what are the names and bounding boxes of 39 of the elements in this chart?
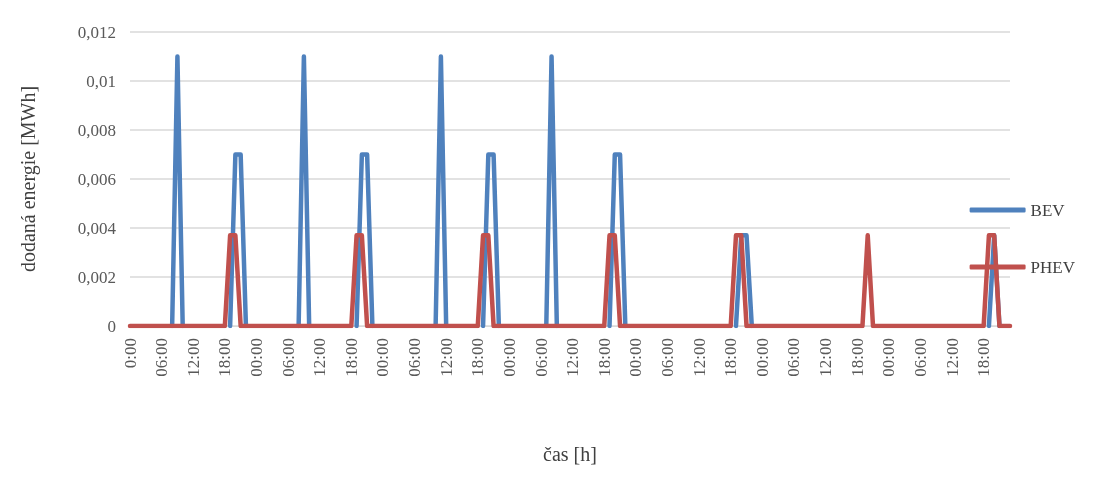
x-tick-label: 18:00 — [847, 338, 867, 377]
x-tick-label: 00:00 — [626, 338, 646, 377]
x-tick-label: 00:00 — [499, 338, 519, 377]
y-tick-label: 0,004 — [77, 218, 117, 238]
x-tick-label: 0:00 — [120, 338, 140, 369]
x-tick-label: 06:00 — [405, 338, 425, 377]
x-tick-label: 18:00 — [215, 338, 235, 377]
x-tick-label: 18:00 — [594, 338, 614, 377]
x-tick-label: 06:00 — [531, 338, 551, 377]
x-tick-label: 18:00 — [721, 338, 741, 377]
x-axis-title: čas [h] — [543, 443, 597, 465]
x-tick-label: 00:00 — [246, 338, 266, 377]
x-tick-label: 18:00 — [974, 338, 994, 377]
x-tick-label: 12:00 — [942, 338, 962, 377]
x-tick-label: 12:00 — [816, 338, 836, 377]
y-axis-title: dodaná energie [MWh] — [17, 85, 40, 273]
x-tick-label: 12:00 — [183, 338, 203, 377]
y-tick-label: 0,002 — [77, 267, 116, 287]
x-tick-label: 06:00 — [784, 338, 804, 377]
x-tick-label: 06:00 — [278, 338, 298, 377]
x-tick-label: 00:00 — [373, 338, 393, 377]
y-tick-label: 0,006 — [77, 169, 116, 189]
x-tick-label: 12:00 — [436, 338, 456, 377]
x-tick-label: 00:00 — [879, 338, 899, 377]
legend-label: BEV — [1030, 200, 1066, 220]
y-tick-label: 0,012 — [77, 22, 116, 42]
y-tick-label: 0,008 — [77, 120, 116, 140]
x-tick-label: 18:00 — [341, 338, 361, 377]
legend-label: PHEV — [1030, 257, 1076, 277]
x-tick-label: 06:00 — [657, 338, 677, 377]
x-tick-label: 12:00 — [689, 338, 709, 377]
x-tick-label: 12:00 — [310, 338, 330, 377]
x-tick-label: 06:00 — [152, 338, 172, 377]
y-tick-label: 0 — [107, 316, 116, 336]
x-tick-label: 00:00 — [752, 338, 772, 377]
x-tick-label: 06:00 — [910, 338, 930, 377]
x-tick-label: 12:00 — [563, 338, 583, 377]
y-tick-label: 0,01 — [86, 71, 116, 91]
x-tick-label: 18:00 — [468, 338, 488, 377]
